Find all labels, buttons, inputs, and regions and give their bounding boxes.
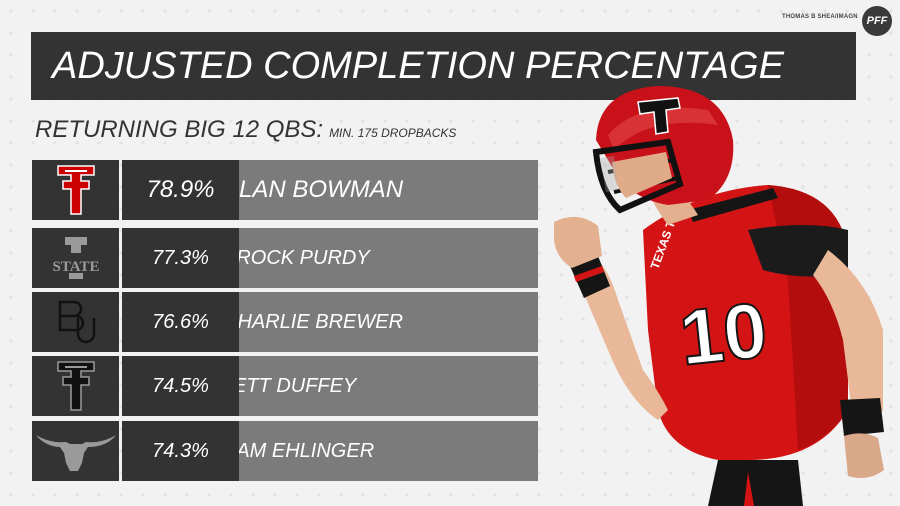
player-name: ALAN BOWMAN <box>223 176 404 203</box>
subtitle-main: RETURNING BIG 12 QBS: <box>35 116 324 143</box>
svg-text:STATE: STATE <box>52 259 99 275</box>
name-cell: CHARLIE BREWER <box>211 292 538 352</box>
title-bar: ADJUSTED COMPLETION PERCENTAGE <box>31 32 856 100</box>
player-name: CHARLIE BREWER <box>223 310 404 333</box>
value-cell: 74.3% <box>122 421 239 481</box>
svg-text:10: 10 <box>676 285 771 382</box>
name-cell: ALAN BOWMAN <box>211 160 538 220</box>
texas-tech-logo <box>32 160 119 220</box>
chart-title: ADJUSTED COMPLETION PERCENTAGE <box>52 45 784 87</box>
subtitle: RETURNING BIG 12 QBS: MIN. 175 DROPBACKS <box>35 116 456 144</box>
texas-tech-logo <box>32 356 119 416</box>
player-name: SAM EHLINGER <box>223 439 375 462</box>
baylor-logo <box>32 292 119 352</box>
percentage-value: 74.3% <box>152 439 209 462</box>
percentage-value: 76.6% <box>152 310 209 333</box>
player-name: BROCK PURDY <box>223 246 370 269</box>
percentage-value: 77.3% <box>152 246 209 269</box>
pff-logo: PFF <box>862 6 892 36</box>
value-cell: 76.6% <box>122 292 239 352</box>
texas-longhorn-logo <box>32 421 119 481</box>
name-cell: JETT DUFFEY <box>211 356 538 416</box>
player-photo: 10 TEXAS TECH <box>554 86 884 506</box>
value-cell: 78.9% <box>122 160 239 220</box>
value-cell: 74.5% <box>122 356 239 416</box>
percentage-value: 78.9% <box>146 176 215 203</box>
photo-credit: THOMAS B SHEA/IMAGN <box>782 14 858 20</box>
name-cell: BROCK PURDY <box>211 228 538 288</box>
percentage-value: 74.5% <box>152 374 209 397</box>
player-name: JETT DUFFEY <box>223 374 357 397</box>
subtitle-note: MIN. 175 DROPBACKS <box>329 126 457 140</box>
value-cell: 77.3% <box>122 228 239 288</box>
iowa-state-logo: STATE <box>32 228 119 288</box>
name-cell: SAM EHLINGER <box>211 421 538 481</box>
